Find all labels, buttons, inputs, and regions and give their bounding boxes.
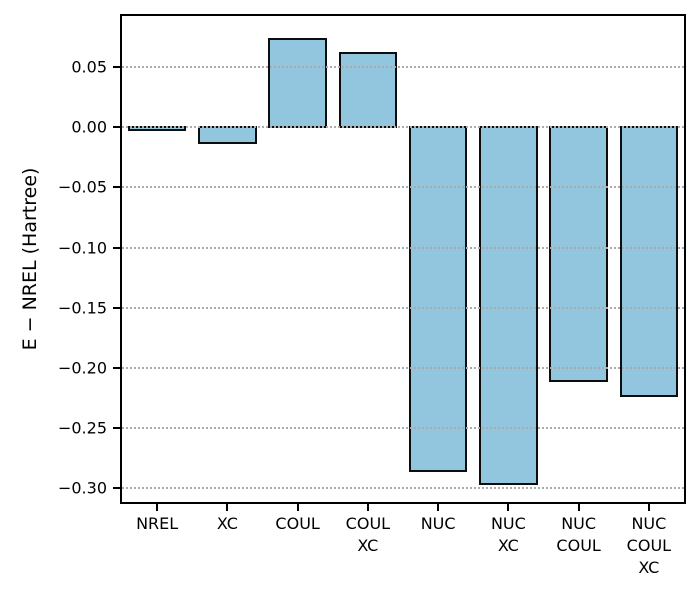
plot-area	[120, 14, 686, 504]
y-tick-mark	[113, 427, 120, 430]
bar-nuc-xc	[479, 125, 538, 485]
bar-nuc-coul-xc	[619, 125, 679, 397]
y-tick-mark	[113, 366, 120, 369]
x-tick-mark	[647, 504, 650, 511]
x-tick-label: NUC COUL	[556, 514, 601, 555]
y-tick-label: −0.30	[57, 478, 107, 498]
y-axis-label: E − NREL (Hartree)	[19, 167, 41, 351]
x-tick-label: XC	[216, 514, 238, 533]
y-tick-label: −0.05	[57, 177, 107, 197]
x-tick-label: COUL XC	[345, 514, 391, 555]
bar-coul-xc	[338, 52, 398, 129]
x-tick-label: NREL	[136, 514, 179, 533]
x-tick-label: COUL	[275, 514, 320, 533]
y-tick-mark	[113, 487, 120, 490]
x-tick-label: NUC COUL XC	[626, 514, 672, 577]
x-tick-label: NUC	[420, 514, 456, 533]
y-tick-mark	[113, 126, 120, 129]
y-tick-label: 0.05	[71, 57, 107, 77]
gridline-y-0.00	[122, 126, 684, 129]
y-tick-label: −0.10	[57, 238, 107, 258]
gridline-y-−0.20	[122, 366, 684, 369]
gridline-y-−0.05	[122, 186, 684, 189]
bar-coul	[268, 37, 327, 129]
bar-xc	[198, 125, 257, 145]
x-tick-mark	[577, 504, 580, 511]
x-tick-mark	[437, 504, 440, 511]
x-tick-mark	[507, 504, 510, 511]
gridline-y-−0.10	[122, 246, 684, 249]
y-tick-mark	[113, 306, 120, 309]
gridline-y-0.05	[122, 65, 684, 68]
y-tick-label: −0.20	[57, 358, 107, 378]
x-tick-mark	[156, 504, 159, 511]
x-tick-label: NUC XC	[490, 514, 526, 555]
x-tick-mark	[226, 504, 229, 511]
y-tick-mark	[113, 65, 120, 68]
gridline-y-−0.25	[122, 427, 684, 430]
y-tick-mark	[113, 186, 120, 189]
y-tick-label: 0.00	[71, 117, 107, 137]
y-tick-label: −0.15	[57, 298, 107, 318]
x-tick-mark	[296, 504, 299, 511]
gridline-y-−0.30	[122, 487, 684, 490]
x-tick-mark	[366, 504, 369, 511]
y-tick-label: −0.25	[57, 418, 107, 438]
y-tick-mark	[113, 246, 120, 249]
bar-nuc-coul	[549, 125, 608, 383]
gridline-y-−0.15	[122, 306, 684, 309]
bar-nuc	[408, 125, 468, 472]
